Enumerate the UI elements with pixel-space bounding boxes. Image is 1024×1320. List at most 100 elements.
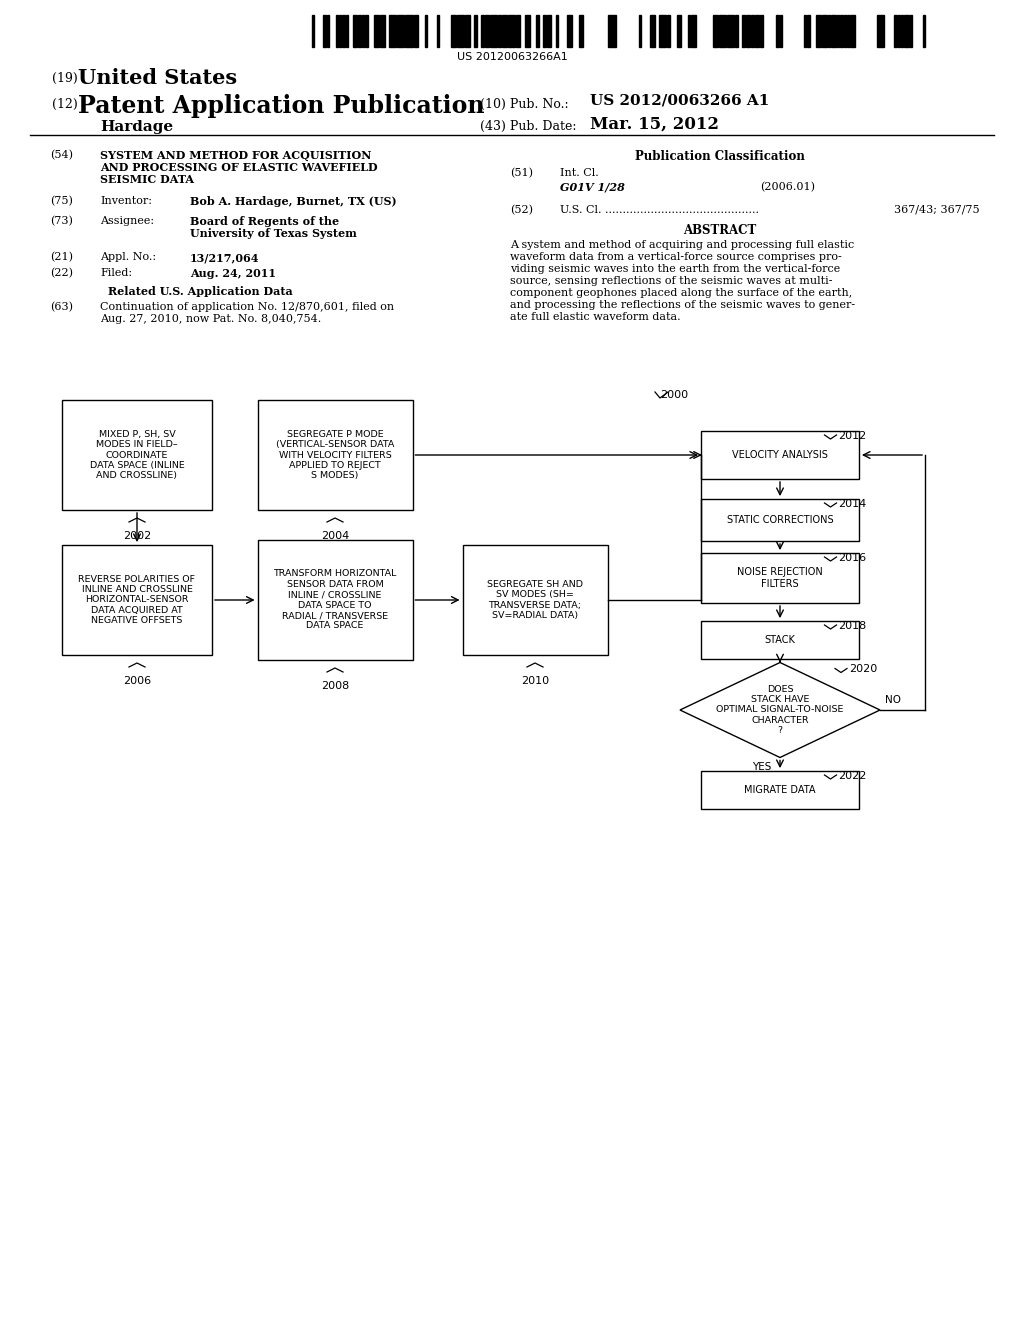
Bar <box>481 15 483 48</box>
Bar <box>847 15 850 48</box>
Bar <box>452 15 456 48</box>
Bar <box>910 15 912 48</box>
Bar <box>352 15 357 48</box>
Text: Board of Regents of the: Board of Regents of the <box>190 216 339 227</box>
Text: Mar. 15, 2012: Mar. 15, 2012 <box>590 116 719 133</box>
Bar <box>608 15 615 48</box>
Text: NO: NO <box>885 696 901 705</box>
Text: STACK: STACK <box>765 635 796 645</box>
Bar <box>841 15 843 48</box>
Bar <box>677 15 681 48</box>
Text: SYSTEM AND METHOD FOR ACQUISITION: SYSTEM AND METHOD FOR ACQUISITION <box>100 150 372 161</box>
Bar <box>547 15 551 48</box>
Text: ate full elastic waveform data.: ate full elastic waveform data. <box>510 312 681 322</box>
Bar <box>701 432 859 479</box>
Text: waveform data from a vertical-force source comprises pro-: waveform data from a vertical-force sour… <box>510 252 842 261</box>
Bar <box>62 400 212 510</box>
Bar <box>508 15 515 48</box>
Text: 2012: 2012 <box>839 432 866 441</box>
Text: Inventor:: Inventor: <box>100 195 152 206</box>
Text: US 20120063266A1: US 20120063266A1 <box>457 51 567 62</box>
Bar <box>701 553 859 603</box>
Bar <box>406 15 413 48</box>
Bar <box>745 15 751 48</box>
Text: TRANSFORM HORIZONTAL
SENSOR DATA FROM
INLINE / CROSSLINE
DATA SPACE TO
RADIAL / : TRANSFORM HORIZONTAL SENSOR DATA FROM IN… <box>273 569 396 631</box>
Text: 2008: 2008 <box>321 681 349 690</box>
Bar <box>436 15 439 48</box>
Text: 2004: 2004 <box>321 531 349 541</box>
Text: US 2012/0063266 A1: US 2012/0063266 A1 <box>590 94 769 108</box>
Text: YES: YES <box>753 763 772 772</box>
Bar <box>844 15 846 48</box>
Text: 2018: 2018 <box>839 620 866 631</box>
Text: ABSTRACT: ABSTRACT <box>683 224 757 238</box>
Text: University of Texas System: University of Texas System <box>190 228 357 239</box>
Text: Hardage: Hardage <box>100 120 173 135</box>
Text: United States: United States <box>78 69 238 88</box>
Text: (19): (19) <box>52 73 82 84</box>
Bar <box>804 15 806 48</box>
Bar <box>257 540 413 660</box>
Bar <box>463 545 607 655</box>
Bar <box>346 15 348 48</box>
Text: U.S. Cl. ............................................: U.S. Cl. ...............................… <box>560 205 759 215</box>
Text: (51): (51) <box>510 168 534 178</box>
Text: MIXED P, SH, SV
MODES IN FIELD–
COORDINATE
DATA SPACE (INLINE
AND CROSSLINE): MIXED P, SH, SV MODES IN FIELD– COORDINA… <box>90 430 184 480</box>
Text: (73): (73) <box>50 216 73 226</box>
Bar <box>389 15 396 48</box>
Bar <box>877 15 884 48</box>
Text: 367/43; 367/75: 367/43; 367/75 <box>894 205 980 215</box>
Text: REVERSE POLARITIES OF
INLINE AND CROSSLINE
HORIZONTAL-SENSOR
DATA ACQUIRED AT
NE: REVERSE POLARITIES OF INLINE AND CROSSLI… <box>79 574 196 626</box>
Bar <box>327 15 329 48</box>
Text: (52): (52) <box>510 205 534 215</box>
Bar <box>755 15 760 48</box>
Bar <box>701 499 859 541</box>
Text: component geophones placed along the surface of the earth,: component geophones placed along the sur… <box>510 288 852 298</box>
Bar <box>776 15 778 48</box>
Text: (22): (22) <box>50 268 73 279</box>
Text: 13/217,064: 13/217,064 <box>190 252 259 263</box>
Text: and processing the reflections of the seismic waves to gener-: and processing the reflections of the se… <box>510 300 855 310</box>
Bar <box>898 15 900 48</box>
Bar <box>457 15 464 48</box>
Text: Bob A. Hardage, Burnet, TX (US): Bob A. Hardage, Burnet, TX (US) <box>190 195 396 207</box>
Text: (12): (12) <box>52 98 82 111</box>
Text: SEGREGATE SH AND
SV MODES (SH=
TRANSVERSE DATA;
SV=RADIAL DATA): SEGREGATE SH AND SV MODES (SH= TRANSVERS… <box>487 579 583 620</box>
Bar <box>719 15 726 48</box>
Text: AND PROCESSING OF ELASTIC WAVEFIELD: AND PROCESSING OF ELASTIC WAVEFIELD <box>100 162 378 173</box>
Bar <box>779 15 782 48</box>
Bar <box>516 15 520 48</box>
Bar <box>537 15 539 48</box>
Text: Patent Application Publication: Patent Application Publication <box>78 94 484 117</box>
Bar <box>339 15 341 48</box>
Text: Related U.S. Application Data: Related U.S. Application Data <box>108 286 293 297</box>
Text: 2014: 2014 <box>839 499 866 510</box>
Bar <box>822 15 826 48</box>
Bar <box>543 15 546 48</box>
Bar <box>742 15 744 48</box>
Bar <box>465 15 470 48</box>
Bar <box>659 15 667 48</box>
Bar <box>904 15 909 48</box>
Bar <box>358 15 360 48</box>
Text: SEISMIC DATA: SEISMIC DATA <box>100 174 194 185</box>
Text: G01V 1/28: G01V 1/28 <box>560 182 625 193</box>
Bar <box>579 15 584 48</box>
Bar <box>484 15 489 48</box>
Bar <box>827 15 830 48</box>
Bar <box>714 15 718 48</box>
Polygon shape <box>680 663 880 758</box>
Text: VELOCITY ANALYSIS: VELOCITY ANALYSIS <box>732 450 828 459</box>
Bar <box>901 15 903 48</box>
Bar <box>556 15 558 48</box>
Bar <box>490 15 498 48</box>
Text: (10) Pub. No.:: (10) Pub. No.: <box>480 98 577 111</box>
Bar <box>366 15 368 48</box>
Bar <box>650 15 655 48</box>
Bar <box>62 545 212 655</box>
Text: 2010: 2010 <box>521 676 549 686</box>
Bar <box>397 15 404 48</box>
Bar <box>894 15 897 48</box>
Text: Aug. 27, 2010, now Pat. No. 8,040,754.: Aug. 27, 2010, now Pat. No. 8,040,754. <box>100 314 322 323</box>
Bar <box>380 15 385 48</box>
